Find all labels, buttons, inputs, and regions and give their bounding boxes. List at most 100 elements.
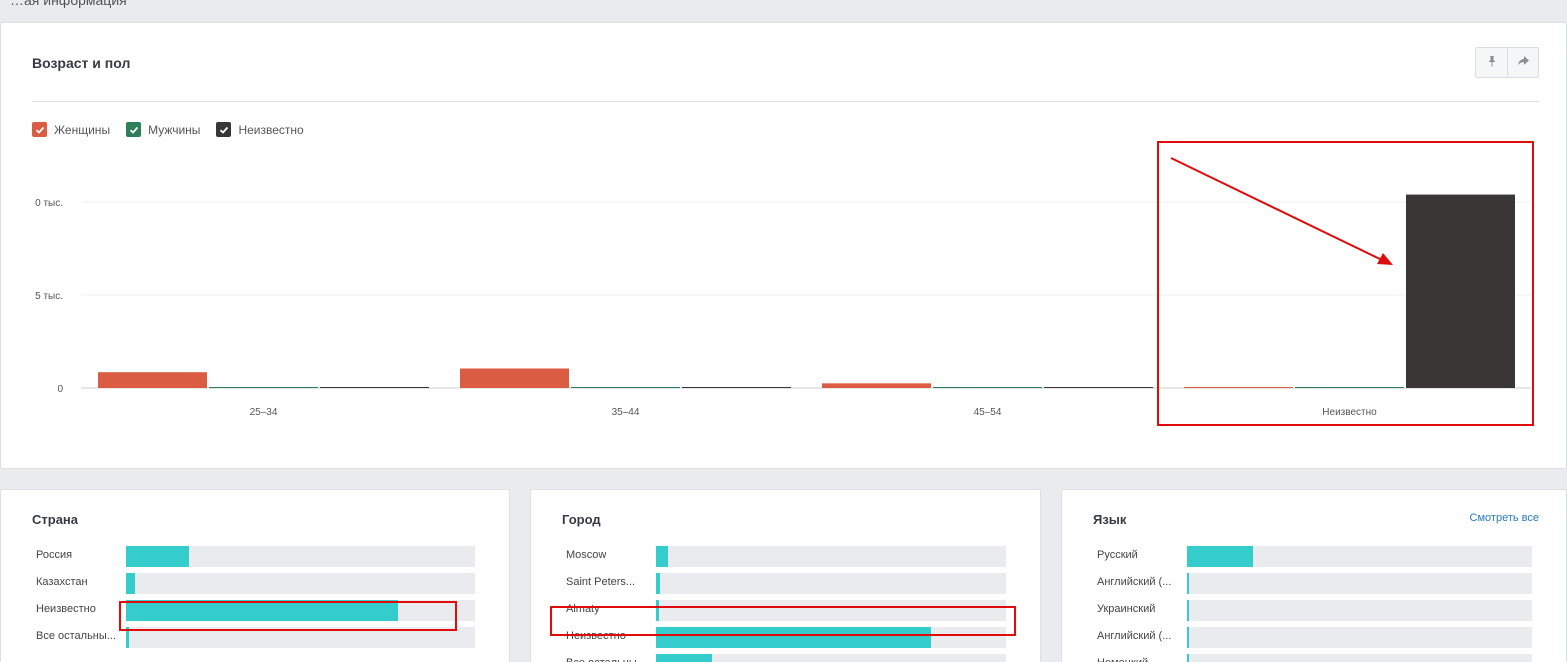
language-title: Язык bbox=[1093, 512, 1127, 527]
x-tick-label: 45–54 bbox=[974, 407, 1002, 418]
row-label: Неизвестно bbox=[566, 630, 626, 642]
card-tools bbox=[1475, 47, 1539, 78]
share-bar-track bbox=[656, 573, 1006, 594]
row-label: Английский (... bbox=[1097, 576, 1172, 588]
row-label: Все остальны... bbox=[566, 657, 652, 662]
share-bar-track bbox=[1187, 654, 1532, 662]
row-label: Украинский bbox=[1097, 603, 1156, 615]
row-label: Россия bbox=[36, 549, 73, 561]
list-row[interactable]: Saint Peters... bbox=[566, 573, 1006, 595]
list-row[interactable]: Английский (... bbox=[1097, 573, 1532, 595]
bar-1-3 bbox=[1295, 387, 1404, 388]
checkbox-checked-icon[interactable] bbox=[216, 122, 232, 137]
checkbox-checked-icon[interactable] bbox=[32, 122, 47, 137]
bar-0-3 bbox=[1184, 387, 1293, 388]
share-bar-track bbox=[1187, 627, 1532, 648]
bar-1-2 bbox=[933, 387, 1042, 388]
row-label: Казахстан bbox=[36, 576, 88, 588]
share-bar-fill bbox=[656, 627, 932, 648]
y-tick-label: 0 bbox=[57, 384, 63, 395]
age-gender-card: Возраст и пол Женщины bbox=[0, 22, 1567, 469]
y-tick-label: 5 тыс. bbox=[35, 291, 63, 302]
share-bar-track bbox=[126, 600, 475, 621]
bar-0-1 bbox=[460, 368, 569, 388]
annotation-arrow-icon bbox=[1170, 157, 1393, 265]
bar-2-1 bbox=[682, 387, 791, 388]
share-icon bbox=[1517, 54, 1530, 72]
share-bar-fill bbox=[126, 627, 130, 648]
share-bar-fill bbox=[1187, 600, 1190, 621]
x-tick-label: 25–34 bbox=[250, 407, 278, 418]
share-bar-fill bbox=[126, 600, 399, 621]
share-bar-track bbox=[1187, 546, 1532, 567]
x-tick-label: Неизвестно bbox=[1322, 407, 1377, 418]
list-row[interactable]: Неизвестно bbox=[36, 600, 475, 622]
share-bar-track bbox=[126, 573, 475, 594]
title-divider bbox=[32, 101, 1539, 102]
share-bar-fill bbox=[656, 654, 712, 662]
share-bar-track bbox=[1187, 573, 1532, 594]
list-row[interactable]: Русский bbox=[1097, 546, 1532, 568]
age-gender-chart: 0 тыс. 5 тыс. 0 25–34 35–44 45–54 Неизвестно bbox=[35, 194, 1531, 418]
chart-legend: Женщины Мужчины Неизвестно bbox=[32, 122, 304, 137]
city-title: Город bbox=[562, 512, 601, 527]
x-tick-label: 35–44 bbox=[612, 407, 640, 418]
list-row[interactable]: Казахстан bbox=[36, 573, 475, 595]
share-bar-fill bbox=[1187, 546, 1253, 567]
row-label: Almaty bbox=[566, 603, 600, 615]
language-list: Русский Английский (... Украинский Английск… bbox=[1097, 546, 1532, 662]
share-bar-track bbox=[656, 654, 1006, 662]
bar-2-0 bbox=[320, 387, 429, 388]
country-title: Страна bbox=[32, 512, 79, 527]
city-list: Moscow Saint Peters... Almaty Неизвестно Все… bbox=[566, 546, 1006, 662]
share-bar-fill bbox=[1187, 573, 1190, 594]
row-label: Все остальны... bbox=[36, 630, 116, 642]
age-gender-title: Возраст и пол bbox=[32, 55, 131, 71]
list-row[interactable]: Все остальны... bbox=[566, 654, 1006, 662]
bar-2-2 bbox=[1044, 387, 1153, 388]
share-bar-fill bbox=[126, 573, 135, 594]
share-bar-fill bbox=[126, 546, 189, 567]
list-row[interactable]: Moscow bbox=[566, 546, 1006, 568]
country-card: Страна Россия Казахстан Неизвестно Все оста… bbox=[0, 489, 510, 662]
language-card: Язык Смотреть все Русский Английский (...… bbox=[1061, 489, 1567, 662]
row-label: Moscow bbox=[566, 549, 607, 561]
legend-item-men[interactable]: Мужчины bbox=[126, 122, 200, 137]
share-bar-fill bbox=[1187, 627, 1190, 648]
share-bar-fill bbox=[656, 546, 669, 567]
page-heading-cut: …ая информация bbox=[10, 0, 127, 8]
share-bar-track bbox=[1187, 600, 1532, 621]
list-row[interactable]: Неизвестно bbox=[566, 627, 1006, 649]
bar-1-1 bbox=[571, 387, 680, 388]
legend-label: Женщины bbox=[54, 122, 111, 137]
share-bar-track bbox=[126, 546, 475, 567]
legend-item-unknown[interactable]: Неизвестно bbox=[216, 122, 304, 137]
share-bar-track bbox=[656, 600, 1006, 621]
share-bar-fill bbox=[656, 573, 660, 594]
list-row[interactable]: Английский (... bbox=[1097, 627, 1532, 649]
row-label: Saint Peters... bbox=[566, 576, 636, 588]
share-button[interactable] bbox=[1507, 48, 1538, 77]
share-bar-track bbox=[656, 627, 1006, 648]
share-bar-fill bbox=[1187, 654, 1190, 662]
list-row[interactable]: Россия bbox=[36, 546, 475, 568]
bar-1-0 bbox=[209, 387, 318, 388]
legend-label: Неизвестно bbox=[238, 122, 304, 137]
pin-button[interactable] bbox=[1476, 48, 1507, 77]
legend-item-women[interactable]: Женщины bbox=[32, 122, 110, 137]
list-row[interactable]: Украинский bbox=[1097, 600, 1532, 622]
bar-0-0 bbox=[98, 372, 207, 388]
row-label: Английский (... bbox=[1097, 630, 1172, 642]
list-row[interactable]: Все остальны... bbox=[36, 627, 475, 649]
top-strip: …ая информация bbox=[0, 0, 1567, 22]
legend-label: Мужчины bbox=[148, 122, 201, 137]
bar-2-3 bbox=[1406, 194, 1515, 388]
y-tick-label: 0 тыс. bbox=[35, 198, 63, 209]
row-label: Русский bbox=[1097, 549, 1138, 561]
see-all-link[interactable]: Смотреть все bbox=[1469, 512, 1539, 524]
share-bar-track bbox=[126, 627, 475, 648]
share-bar-track bbox=[656, 546, 1006, 567]
checkbox-checked-icon[interactable] bbox=[126, 122, 142, 137]
list-row[interactable]: Немецкий bbox=[1097, 654, 1532, 662]
list-row[interactable]: Almaty bbox=[566, 600, 1006, 622]
